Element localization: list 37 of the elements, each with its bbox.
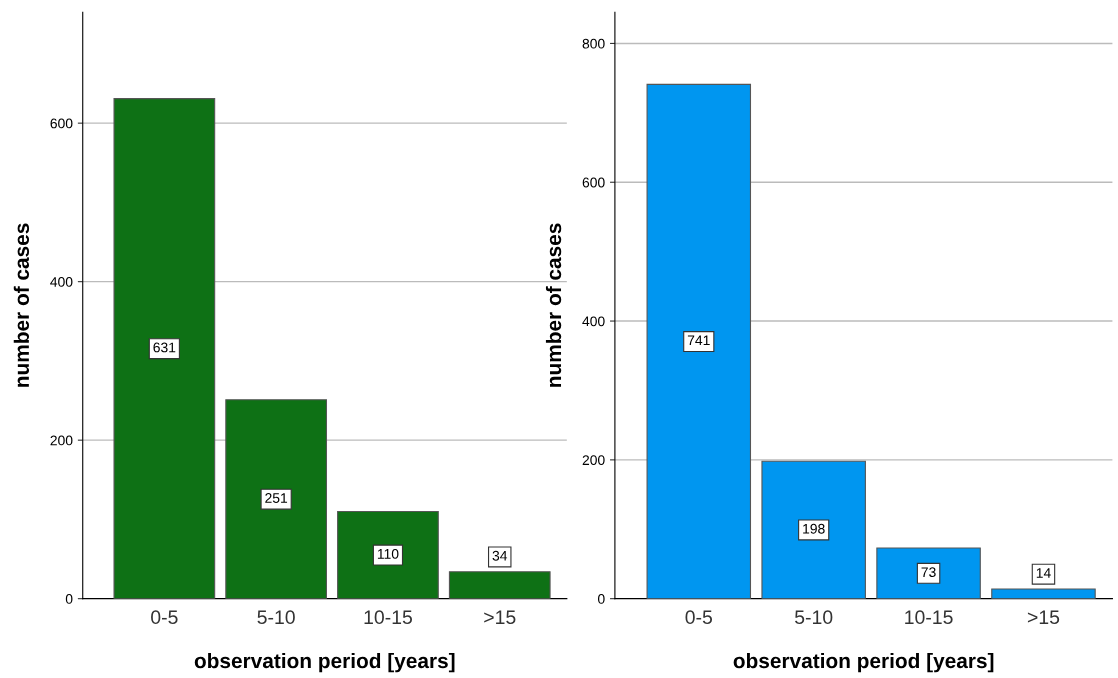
x-axis-title: observation period [years] <box>733 652 994 673</box>
bar <box>448 571 551 599</box>
y-axis-title: number of cases <box>13 223 30 387</box>
bar <box>876 547 981 599</box>
x-tick-label: 5-10 <box>795 610 833 625</box>
y-tick-label: 400 <box>50 277 73 287</box>
y-tick-label: 600 <box>582 177 605 188</box>
data-label: 34 <box>492 550 508 561</box>
data-label: 198 <box>803 523 825 534</box>
bar <box>337 510 439 599</box>
x-tick-label: 0-5 <box>151 610 178 625</box>
y-tick-label: 0 <box>598 594 605 604</box>
data-label: 73 <box>921 567 936 578</box>
data-label: 14 <box>1036 568 1051 578</box>
y-tick-label: 600 <box>50 118 73 129</box>
y-tick-label: 400 <box>582 316 605 327</box>
x-tick-label: 0-5 <box>685 610 713 625</box>
x-tick-label: >15 <box>484 610 516 625</box>
x-tick-label: 10-15 <box>905 610 953 625</box>
x-tick-label: 5-10 <box>257 610 295 625</box>
bar <box>761 460 866 599</box>
data-label: 631 <box>153 342 176 353</box>
y-axis-title: number of cases <box>545 223 562 387</box>
y-tick-label: 200 <box>50 435 73 446</box>
bar <box>646 83 752 599</box>
data-label: 741 <box>687 335 710 346</box>
x-axis-title: observation period [years] <box>194 652 455 673</box>
bar <box>991 588 1096 599</box>
y-tick-label: 800 <box>582 38 605 49</box>
bar <box>113 98 216 599</box>
data-label: 110 <box>377 548 399 559</box>
bar <box>225 399 328 599</box>
y-tick-label: 200 <box>582 455 605 466</box>
x-tick-label: >15 <box>1027 610 1060 625</box>
y-tick-label: 0 <box>65 594 73 604</box>
x-tick-label: 10-15 <box>364 610 412 625</box>
data-label: 251 <box>265 493 288 503</box>
